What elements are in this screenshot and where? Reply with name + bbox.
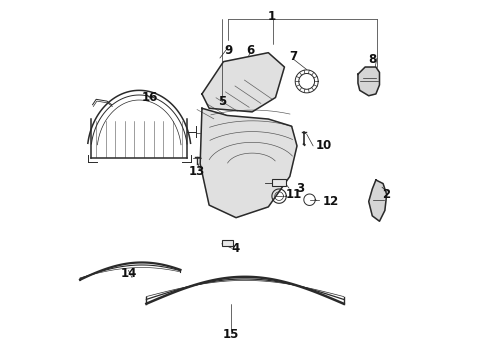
Text: 7: 7 (290, 50, 297, 63)
Text: 15: 15 (222, 328, 239, 341)
Text: 5: 5 (218, 95, 226, 108)
Text: 4: 4 (232, 242, 240, 255)
Polygon shape (368, 180, 387, 221)
Text: 9: 9 (225, 44, 233, 57)
Text: 12: 12 (323, 195, 339, 208)
Polygon shape (200, 108, 297, 218)
Text: 8: 8 (368, 53, 376, 66)
Text: 14: 14 (120, 267, 137, 280)
Text: 16: 16 (142, 91, 158, 104)
Polygon shape (358, 67, 379, 96)
Text: 3: 3 (296, 183, 305, 195)
FancyBboxPatch shape (221, 240, 233, 246)
Text: 2: 2 (383, 188, 391, 201)
Text: 13: 13 (189, 165, 205, 177)
FancyBboxPatch shape (272, 179, 286, 186)
Text: 6: 6 (246, 44, 254, 57)
Text: 10: 10 (316, 139, 332, 152)
Text: 11: 11 (285, 188, 301, 201)
Text: 1: 1 (268, 10, 276, 23)
Polygon shape (202, 53, 285, 112)
